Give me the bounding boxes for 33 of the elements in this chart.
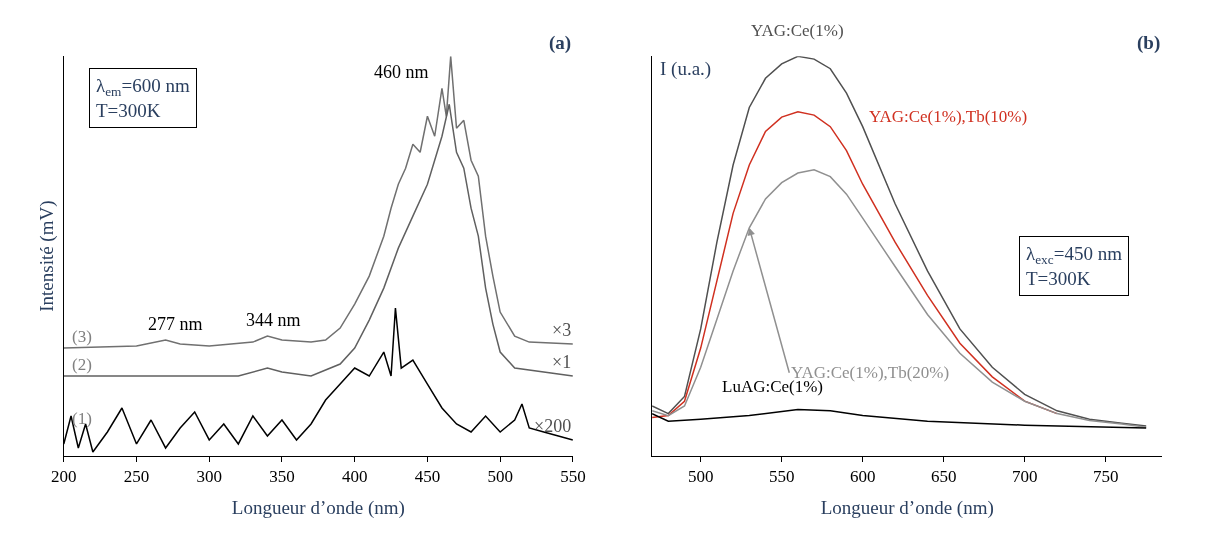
y-axis-title: Intensité (mV) bbox=[35, 200, 58, 312]
chart-title: (b) bbox=[1137, 32, 1161, 54]
series-label: (3) bbox=[72, 327, 92, 346]
annotation: 460 nm bbox=[374, 62, 429, 82]
x-tick-label: 500 bbox=[487, 467, 513, 487]
x-tick-label: 500 bbox=[687, 467, 714, 487]
x-tick-label: 200 bbox=[51, 467, 77, 487]
chart-title: (a) bbox=[549, 32, 572, 54]
x-tick-label: 400 bbox=[341, 467, 368, 487]
x-tick-label: 350 bbox=[269, 467, 295, 487]
y-axis-title: I (u.a.) bbox=[660, 58, 712, 80]
annotation: ×1 bbox=[552, 352, 572, 372]
x-axis-title: Longueur d’onde (nm) bbox=[820, 497, 994, 520]
x-tick-label: 250 bbox=[123, 467, 150, 487]
x-tick-label: 650 bbox=[930, 467, 957, 487]
annotation: λ$_{exc}$=450 nm T=300K bbox=[1026, 243, 1123, 289]
annotation: λ$_{em}$=600 nm T=300K bbox=[96, 75, 190, 121]
x-axis-title: Longueur d’onde (nm) bbox=[231, 497, 405, 520]
annotation: 277 nm bbox=[148, 314, 203, 334]
annotation: ×200 bbox=[534, 416, 572, 436]
x-tick-label: 300 bbox=[196, 467, 222, 487]
annotation: ×3 bbox=[552, 320, 572, 340]
x-tick-label: 750 bbox=[1092, 467, 1119, 487]
series-label: YAG:Ce(1%) bbox=[751, 21, 844, 40]
x-tick-label: 550 bbox=[560, 467, 586, 487]
series-label: (1) bbox=[72, 409, 92, 428]
x-tick-label: 600 bbox=[849, 467, 876, 487]
x-tick-label: 550 bbox=[768, 467, 795, 487]
series-label: YAG:Ce(1%),Tb(10%) bbox=[869, 107, 1028, 126]
x-tick-label: 450 bbox=[414, 467, 441, 487]
annotation: 344 nm bbox=[246, 310, 301, 330]
x-tick-label: 700 bbox=[1011, 467, 1038, 487]
series-label: (2) bbox=[72, 355, 92, 374]
